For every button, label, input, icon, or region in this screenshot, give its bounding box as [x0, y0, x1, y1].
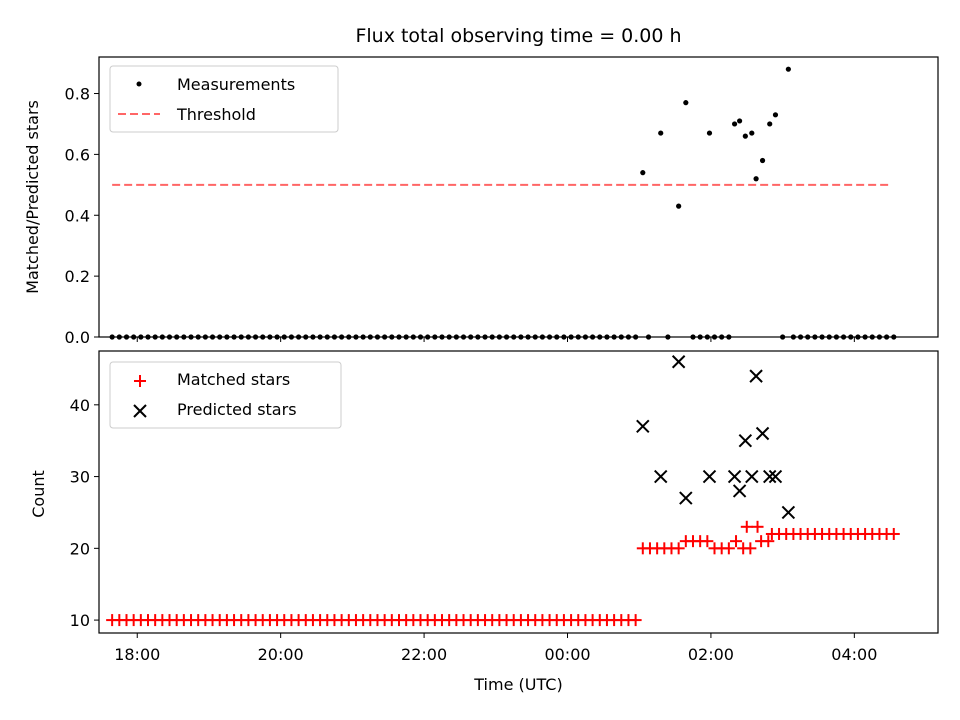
matched-stars-point [762, 535, 775, 548]
bottom-panel-legend-frame [109, 361, 342, 429]
matched-stars-point [730, 535, 743, 548]
bottom-panel-y-ticks: 10 20 30 40 [70, 396, 99, 630]
measurements-point [676, 203, 682, 209]
matched-stars-point [740, 520, 753, 533]
predicted-stars-point [727, 469, 742, 484]
legend-predicted-stars-label: Predicted stars [177, 400, 297, 419]
measurements-point [753, 176, 759, 182]
predicted-stars-point [755, 426, 770, 441]
top-panel-y-axis-label: Matched/Predicted stars [23, 100, 42, 294]
y-tick-label: 0.0 [65, 328, 90, 347]
measurements-point [658, 130, 664, 136]
legend-measurements-marker [136, 81, 142, 87]
measurements-point [640, 170, 646, 176]
matched-stars-point [751, 520, 764, 533]
x-tick-label: 02:00 [688, 645, 734, 664]
predicted-stars-point [636, 419, 650, 434]
measurements-point [759, 157, 766, 164]
top-panel-legend-frame [109, 65, 339, 133]
measurements-point [737, 118, 743, 124]
measurements-point [683, 100, 689, 106]
x-tick-label: 22:00 [401, 645, 447, 664]
measurements-point [749, 130, 755, 136]
bottom-panel-y-axis-label: Count [29, 470, 48, 518]
x-tick-label: 18:00 [114, 645, 160, 664]
predicted-stars-point [654, 469, 668, 484]
bottom-panel-legend: Matched stars Predicted stars [109, 361, 342, 429]
top-panel-y-ticks: 0.0 0.2 0.4 0.6 0.8 [65, 85, 99, 347]
y-tick-label: 0.2 [65, 267, 90, 286]
matched-stars-point [744, 542, 757, 555]
y-tick-label: 40 [70, 396, 90, 415]
x-tick-label: 00:00 [544, 645, 590, 664]
y-tick-label: 0.6 [65, 145, 90, 164]
matched-stars-point [629, 614, 642, 627]
legend-measurements-label: Measurements [177, 75, 295, 94]
predicted-stars-point [679, 491, 693, 505]
y-tick-label: 0.4 [65, 206, 90, 225]
matched-stars-point [672, 542, 685, 555]
predicted-stars-point [732, 484, 747, 498]
measurements-point [767, 121, 773, 127]
measurements-point [742, 133, 748, 139]
matched-stars-point [701, 535, 714, 548]
matched-stars-point [887, 527, 900, 540]
matched-stars-point [722, 542, 735, 555]
top-panel: 0.00.20.40.60.8 Matched/Predicted stars … [23, 56, 939, 347]
predicted-stars-point [768, 469, 783, 484]
predicted-stars-point [749, 369, 763, 383]
bottom-panel-x-ticks: 18:00 20:00 22:00 00:00 02:00 04:00 [114, 337, 877, 664]
legend-matched-stars-marker [134, 375, 146, 387]
chart-title: Flux total observing time = 0.00 h [355, 25, 681, 47]
predicted-stars-point [738, 433, 753, 448]
y-tick-label: 10 [70, 611, 90, 630]
y-tick-label: 0.8 [65, 85, 90, 104]
predicted-stars-point [763, 469, 777, 484]
predicted-stars-point [781, 505, 796, 520]
bottom-panel-frame [98, 350, 939, 634]
x-axis-label: Time (UTC) [473, 675, 562, 694]
legend-threshold-label: Threshold [176, 105, 256, 124]
y-tick-label: 20 [70, 539, 90, 558]
legend-matched-stars-label: Matched stars [177, 370, 290, 389]
measurements-point [785, 66, 791, 72]
predicted-stars-point [745, 469, 759, 484]
top-panel-legend: Measurements Threshold [109, 65, 339, 133]
x-tick-label: 20:00 [258, 645, 304, 664]
legend-predicted-stars-marker [133, 404, 147, 418]
x-tick-label: 04:00 [831, 645, 877, 664]
bottom-panel-marks [106, 355, 900, 627]
measurements-point [772, 112, 779, 118]
measurements-point [731, 121, 738, 127]
measurements-point [706, 130, 713, 136]
top-panel-frame [98, 56, 939, 338]
predicted-stars-point [671, 355, 686, 369]
predicted-stars-point [702, 469, 717, 484]
y-tick-label: 30 [70, 468, 90, 487]
